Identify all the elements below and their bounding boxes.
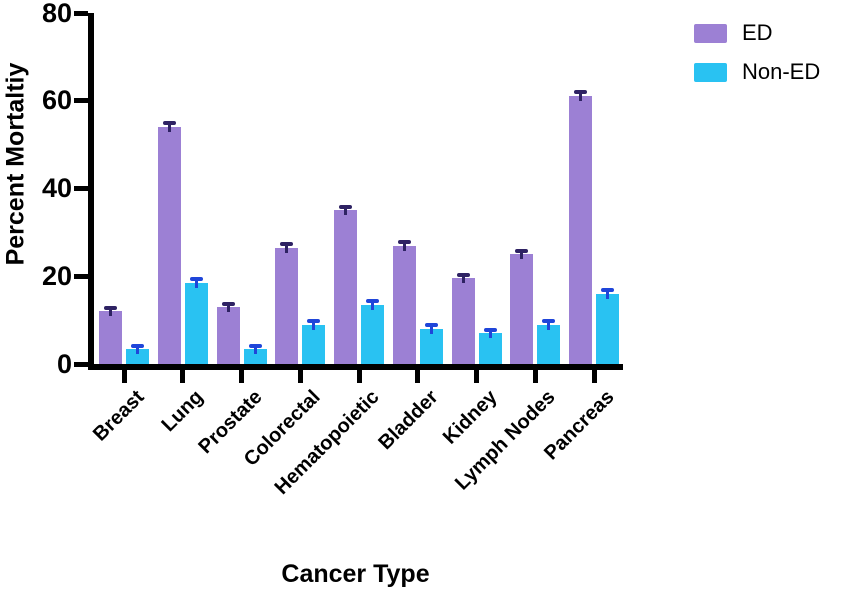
x-axis-line: [88, 364, 623, 370]
bar-non-ed-breast: [126, 348, 149, 364]
bar-non-ed-kidney: [478, 333, 502, 364]
y-tick-label: 60: [41, 85, 72, 116]
bar-ed-prostate: [216, 306, 240, 364]
error-bar-cap: [104, 306, 117, 311]
error-bar-cap: [397, 239, 411, 244]
bar-non-ed-lymph-nodes: [537, 324, 561, 364]
error-bar-stem: [136, 347, 139, 354]
y-tick-label: 80: [41, 0, 72, 28]
bar-non-ed-colorectal: [302, 324, 326, 364]
error-bar-cap: [515, 249, 529, 254]
legend-label-ed: ED: [742, 20, 773, 45]
x-axis-tick: [591, 370, 597, 383]
bar-non-ed-bladder: [419, 328, 443, 364]
x-axis-tick: [121, 370, 127, 383]
bar-non-ed-pancreas: [596, 293, 619, 364]
bar-ed-pancreas: [569, 96, 592, 364]
error-bar-stem: [606, 291, 609, 299]
x-axis-tick: [532, 370, 538, 383]
bar-ed-breast: [99, 311, 122, 364]
legend-swatch-ed: [694, 23, 727, 43]
bar-ed-kidney: [451, 278, 475, 364]
error-bar-cap: [339, 204, 352, 209]
error-bar-stem: [109, 309, 112, 317]
category-label-bladder: Bladder: [374, 386, 443, 455]
error-bar-cap: [574, 90, 587, 95]
error-bar-cap: [601, 288, 614, 293]
error-bar-stem: [402, 242, 406, 251]
bar-non-ed-lung: [184, 282, 208, 364]
error-bar-stem: [520, 252, 524, 260]
x-axis-tick: [239, 370, 244, 383]
y-axis-tick: [74, 10, 88, 16]
error-bar-cap: [162, 121, 176, 125]
y-tick-label: 40: [41, 173, 72, 203]
error-bar-cap: [424, 323, 438, 328]
legend-item-non-ed: Non-ED: [694, 61, 820, 83]
y-axis-tick: [74, 98, 88, 104]
error-bar-cap: [248, 344, 262, 349]
bar-non-ed-hematopoietic: [361, 304, 384, 364]
error-bar-stem: [285, 245, 289, 253]
bar-ed-lymph-nodes: [510, 254, 534, 364]
legend-item-ed: ED: [694, 22, 820, 44]
error-bar-stem: [461, 276, 465, 284]
bar-ed-colorectal: [275, 247, 299, 364]
legend-swatch-non-ed: [694, 62, 727, 82]
plot-area: [74, 10, 623, 383]
error-bar-cap: [131, 344, 144, 349]
category-label-hematopoietic: Hematopoietic: [270, 386, 384, 500]
error-bar-stem: [194, 279, 198, 288]
error-bar-cap: [366, 299, 379, 304]
x-axis-tick: [180, 370, 186, 383]
error-bar-stem: [312, 322, 316, 330]
error-bar-stem: [579, 93, 582, 102]
error-bar-stem: [253, 347, 257, 354]
error-bar-stem: [547, 322, 551, 330]
error-bar-stem: [488, 331, 492, 339]
error-bar-cap: [483, 328, 497, 333]
x-axis-tick: [356, 370, 362, 383]
error-bar-stem: [226, 305, 230, 312]
error-bar-stem: [371, 302, 374, 310]
category-label-breast: Breast: [88, 386, 149, 446]
legend: ED Non-ED: [694, 22, 820, 100]
bar-non-ed-prostate: [243, 348, 267, 364]
error-bar-cap: [221, 302, 235, 307]
x-axis-tick: [415, 370, 421, 383]
error-bar-stem: [167, 124, 171, 133]
x-axis-tick: [474, 370, 479, 383]
bar-ed-bladder: [392, 245, 416, 364]
x-axis-title: Cancer Type: [281, 560, 430, 588]
x-axis-tick: [297, 370, 303, 383]
y-axis-tick: [74, 361, 88, 367]
error-bar-cap: [542, 319, 556, 324]
error-bar-cap: [189, 276, 203, 281]
legend-label-non-ed: Non-ED: [742, 59, 821, 84]
bar-ed-lung: [157, 127, 181, 364]
error-bar-cap: [307, 319, 321, 324]
y-tick-label: 20: [41, 260, 72, 291]
y-axis-line: [88, 13, 94, 370]
y-axis-tick: [74, 273, 88, 279]
error-bar-cap: [280, 242, 294, 247]
bar-ed-hematopoietic: [334, 210, 357, 364]
category-label-lung: Lung: [157, 386, 208, 437]
error-bar-cap: [456, 273, 470, 278]
y-tick-label: 0: [56, 348, 72, 379]
error-bar-stem: [344, 207, 347, 216]
y-axis-tick: [74, 186, 88, 191]
error-bar-stem: [429, 326, 433, 334]
